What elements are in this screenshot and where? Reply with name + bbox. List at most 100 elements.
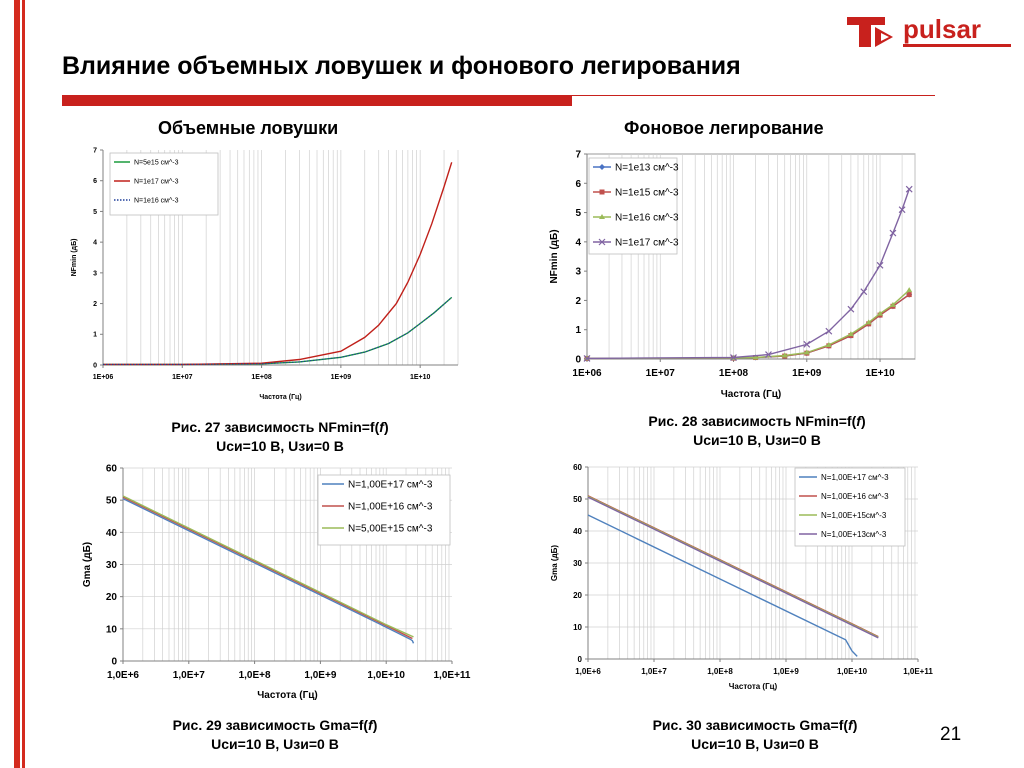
- series-line-4: [587, 496, 879, 639]
- series-point: [803, 349, 810, 355]
- series-point: [877, 310, 884, 316]
- logo-text: pulsar: [903, 14, 982, 44]
- y-axis-title: NFmin (дБ): [549, 229, 560, 283]
- y-tick-label: 1: [575, 325, 581, 336]
- x-tick-label: 1,0E+6: [575, 667, 601, 676]
- caption-fig29: Рис. 29 зависимость Gma=f(f) Uси=10 В, U…: [115, 716, 435, 754]
- y-tick-label: 2: [93, 301, 97, 308]
- x-tick-label: 1,0E+7: [173, 670, 205, 681]
- y-tick-label: 3: [93, 270, 97, 277]
- legend-label: N=5,00E+15 см^-3: [348, 524, 433, 535]
- series-line-3: [103, 296, 453, 365]
- legend: N=5e15 см^-3 N=1e17 см^-3 N=1e16 см^-3: [109, 152, 219, 216]
- series-point: [781, 352, 788, 358]
- x-tick-label: 1,0E+11: [434, 670, 471, 681]
- y-tick-label: 0: [578, 655, 583, 664]
- series-point: [847, 331, 854, 337]
- y-tick-label: 10: [106, 624, 118, 635]
- chart-fig29: 0 10 20 30 40 50 60 1,0E+6 1,0E+7 1,0E+8 1,0E+9 1,0…: [82, 464, 471, 702]
- x-axis-title: Частота (Гц): [257, 690, 318, 701]
- series-point: [889, 301, 896, 307]
- legend-label: N=1e17 см^-3: [134, 178, 179, 185]
- series-point: [803, 340, 811, 348]
- series-point: [583, 354, 591, 362]
- y-tick-label: 3: [575, 267, 581, 278]
- series-point: [825, 327, 833, 335]
- caption-fig30-line2: Uси=10 В, Uзи=0 В: [691, 736, 819, 752]
- page-number: 21: [940, 724, 962, 745]
- x-tick-label: 1,0E+9: [304, 670, 336, 681]
- y-tick-label: 0: [111, 657, 117, 668]
- y-tick-label: 6: [93, 178, 97, 185]
- legend-label: N=1,00E+16 см^-3: [821, 492, 889, 501]
- y-tick-label: 6: [575, 179, 581, 190]
- slide-title: Влияние объемных ловушек и фонового леги…: [62, 52, 741, 80]
- legend: N=1,00E+17 см^-3 N=1,00E+16 см^-3 N=5,00E+…: [317, 474, 451, 546]
- legend-label: N=1,00E+13см^-3: [821, 530, 887, 539]
- chart-fig30: 0 10 20 30 40 50 60 1,0E+6 1,0E+7 1,0E+8 1,0E+9 1,0…: [550, 463, 933, 691]
- caption-fig28-suffix: ): [860, 413, 866, 429]
- series-point: [865, 319, 872, 325]
- legend-label: N=1,00E+17 см^-3: [348, 480, 433, 491]
- pulsar-logo-icon: [847, 17, 893, 47]
- x-tick-label: 1,0E+10: [367, 670, 405, 681]
- series-point: [906, 292, 912, 298]
- legend-label: N=1e13 см^-3: [615, 163, 679, 174]
- series-point: [889, 229, 897, 237]
- legend-box: [317, 474, 451, 546]
- legend-marker: [599, 214, 605, 219]
- series-point: [730, 354, 737, 361]
- series-point: [765, 351, 772, 359]
- caption-fig27-var: f: [379, 419, 384, 435]
- x-tick-label: 1E+09: [331, 374, 352, 381]
- x-tick-label: 1,0E+11: [903, 667, 933, 676]
- series-point: [898, 206, 906, 214]
- series-point: [825, 341, 832, 347]
- legend-marker: [599, 164, 605, 170]
- y-tick-label: 4: [93, 240, 97, 247]
- caption-fig27-line2: Uси=10 В, Uзи=0 В: [216, 438, 344, 454]
- legend: N=1e13 см^-3 N=1e15 см^-3 N=1e16 см^-3 N=1e…: [588, 157, 679, 255]
- legend-box: [109, 152, 219, 216]
- legend-box: [794, 467, 906, 547]
- x-axis-title: Частота (Гц): [259, 394, 301, 401]
- y-axis-title: Gma (дБ): [82, 542, 93, 587]
- caption-fig29-var: f: [368, 717, 373, 733]
- x-tick-label: 1E+06: [572, 368, 602, 379]
- x-axis-title: Частота (Гц): [729, 682, 778, 691]
- y-axis-title: Gma (дБ): [550, 545, 559, 582]
- y-tick-label: 50: [573, 495, 582, 504]
- legend-marker: [599, 189, 605, 195]
- x-tick-label: 1,0E+6: [107, 670, 139, 681]
- x-tick-label: 1E+07: [172, 374, 193, 381]
- caption-fig30-prefix: Рис. 30 зависимость Gma=f(: [652, 717, 849, 733]
- legend-box: [588, 157, 678, 255]
- x-axis-title: Частота (Гц): [721, 389, 782, 400]
- y-tick-label: 0: [93, 362, 97, 369]
- legend-label: N=1e17 см^-3: [615, 238, 679, 249]
- caption-fig27-prefix: Рис. 27 зависимость NFmin=f(: [171, 419, 380, 435]
- x-tick-label: 1,0E+9: [773, 667, 799, 676]
- caption-fig28-line2: Uси=10 В, Uзи=0 В: [693, 432, 821, 448]
- series-markers-4: [583, 185, 913, 362]
- x-tick-label: 1E+07: [646, 368, 676, 379]
- y-tick-label: 60: [573, 463, 582, 472]
- caption-fig29-suffix: ): [372, 717, 378, 733]
- caption-fig29-prefix: Рис. 29 зависимость Gma=f(: [172, 717, 369, 733]
- caption-fig30-var: f: [848, 717, 853, 733]
- x-tick-label: 1E+10: [410, 374, 431, 381]
- series-point: [752, 354, 759, 360]
- x-tick-label: 1E+10: [865, 368, 895, 379]
- y-tick-label: 20: [106, 592, 118, 603]
- heading-right: Фоновое легирование: [624, 118, 824, 138]
- x-tick-label: 1E+06: [93, 374, 114, 381]
- caption-fig30: Рис. 30 зависимость Gma=f(f) Uси=10 В, U…: [595, 716, 915, 754]
- y-tick-label: 60: [106, 464, 118, 475]
- caption-fig27: Рис. 27 зависимость NFmin=f(f) Uси=10 В,…: [120, 418, 440, 456]
- caption-fig29-line2: Uси=10 В, Uзи=0 В: [211, 736, 339, 752]
- title-rule-thin: [572, 95, 935, 96]
- x-tick-label: 1,0E+8: [239, 670, 271, 681]
- series-line-1: [587, 514, 858, 657]
- y-tick-label: 40: [573, 527, 582, 536]
- legend-label: N=1,00E+16 см^-3: [348, 502, 433, 513]
